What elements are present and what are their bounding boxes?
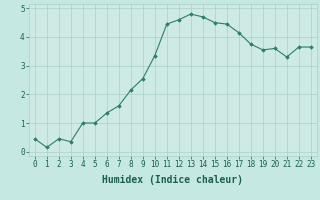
X-axis label: Humidex (Indice chaleur): Humidex (Indice chaleur) — [102, 175, 243, 185]
